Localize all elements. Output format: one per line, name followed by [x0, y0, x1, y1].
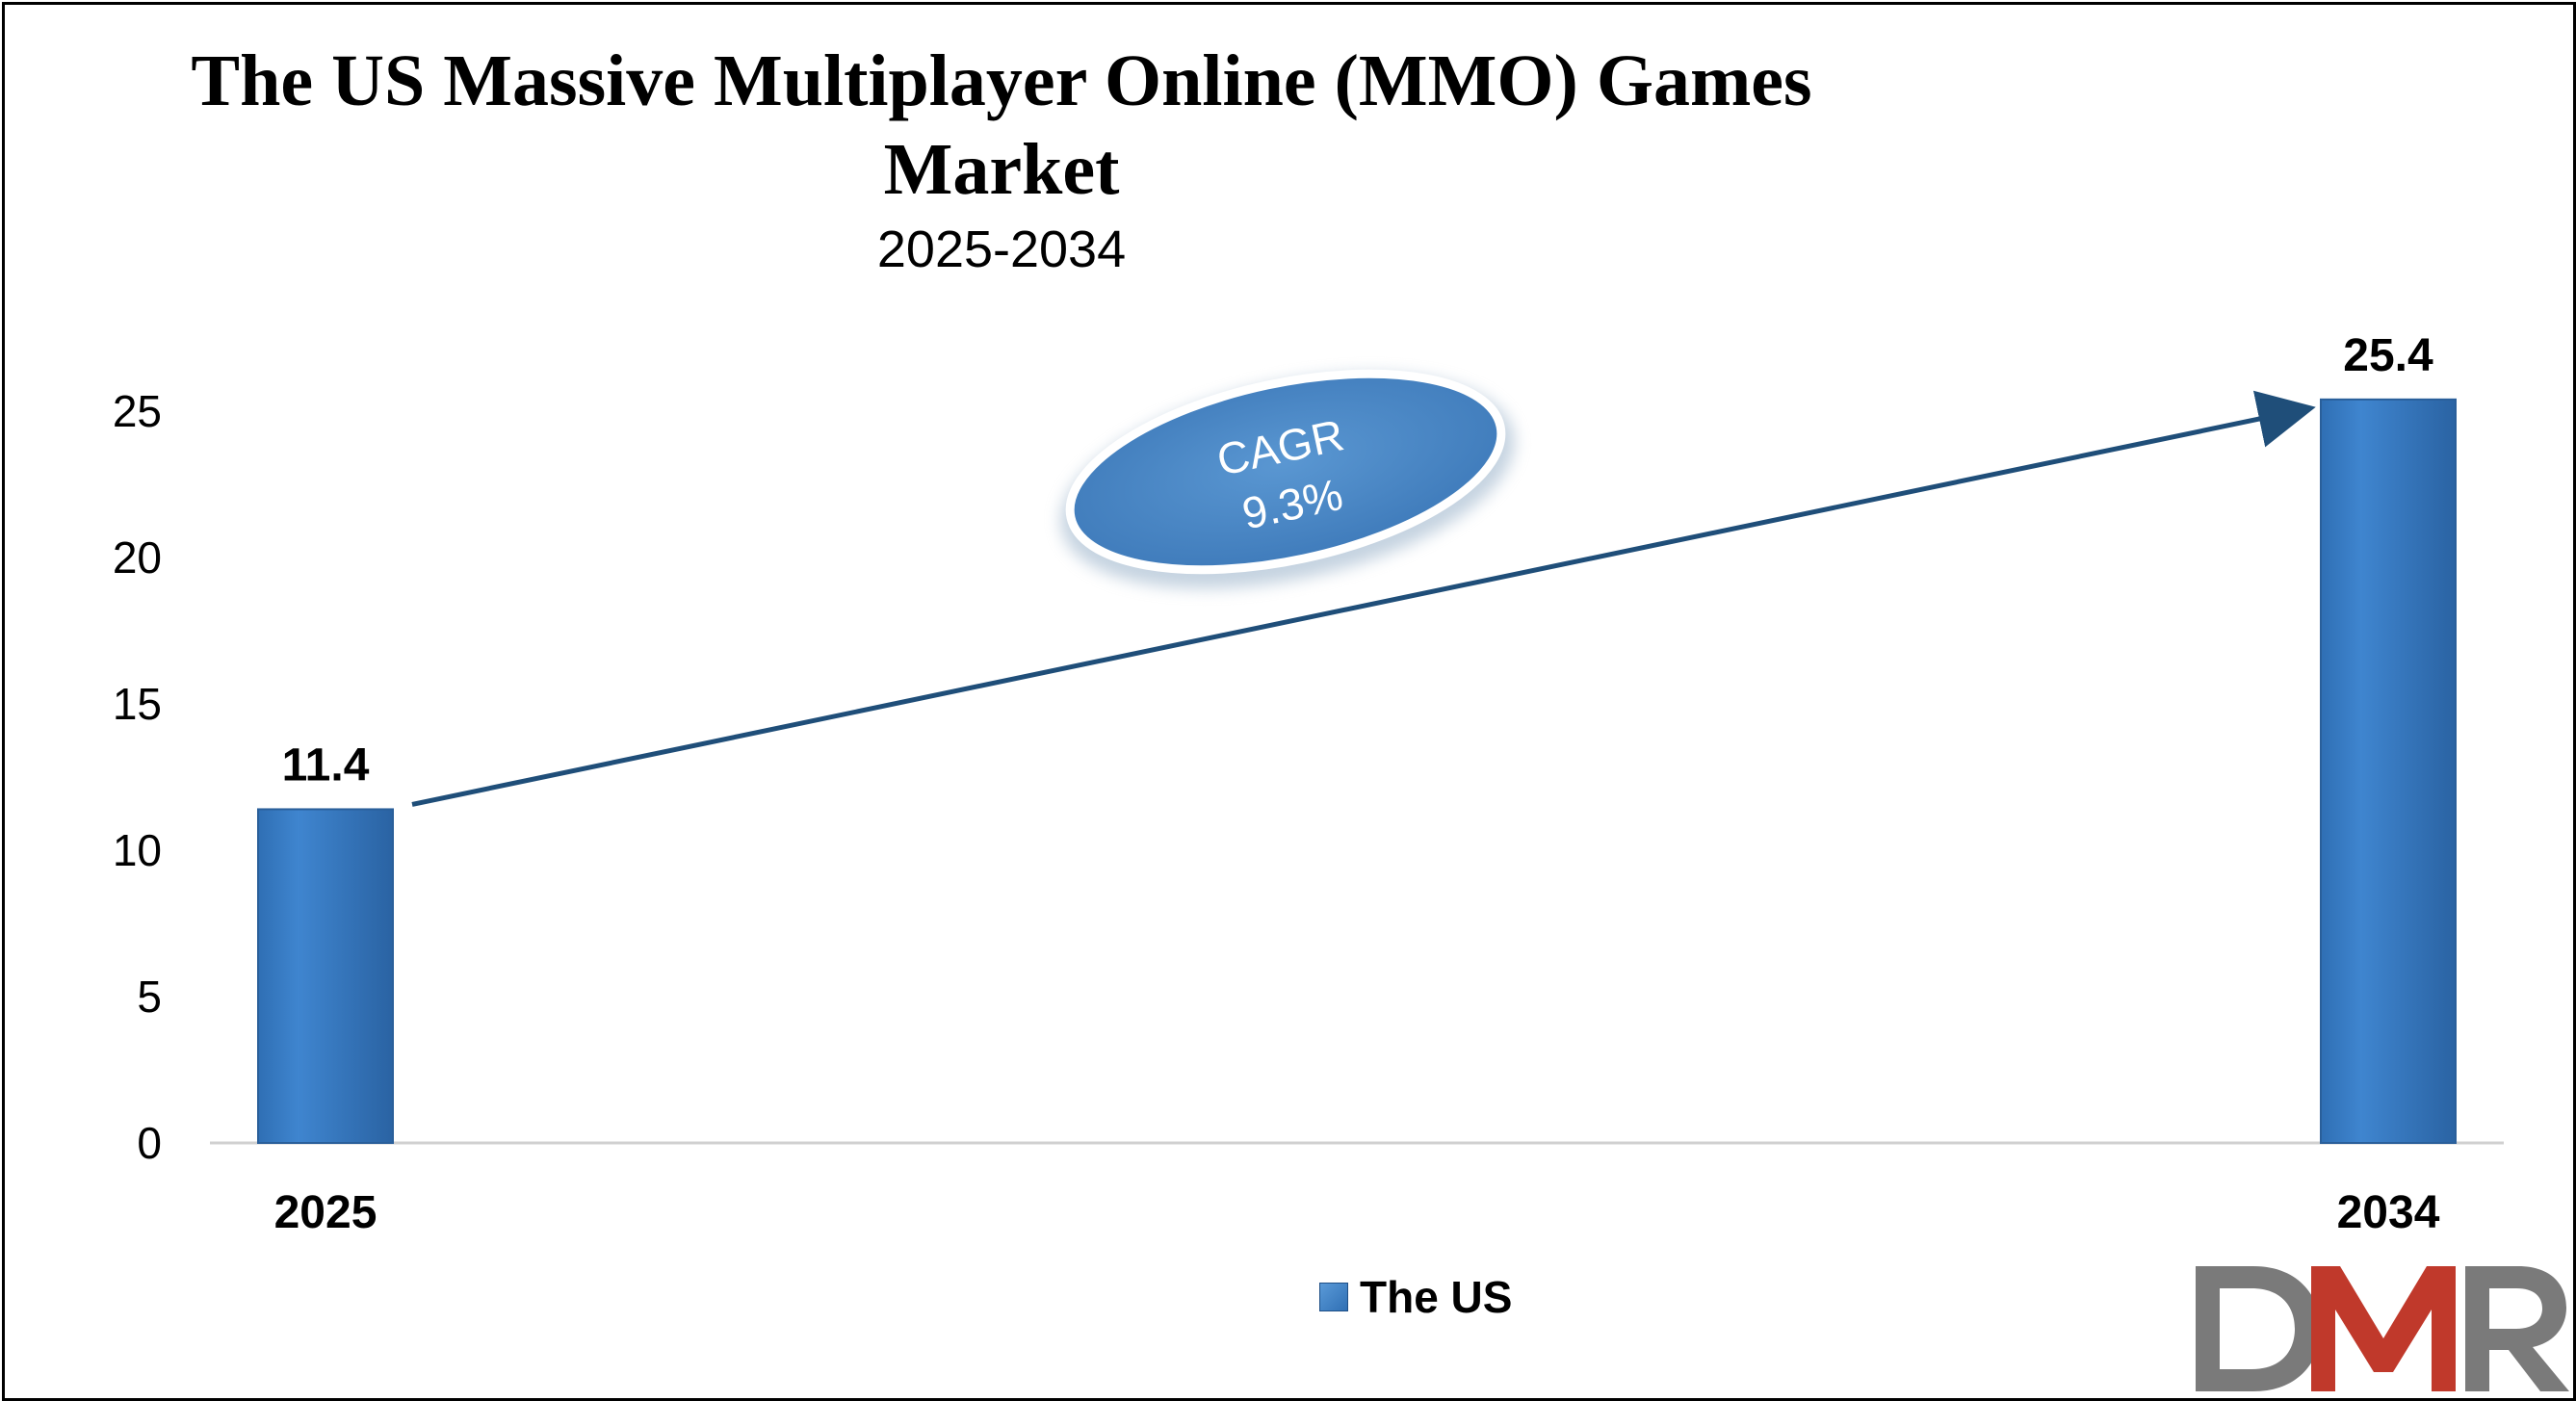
y-tick-label: 25: [113, 386, 162, 436]
logo-letter-r: [2465, 1266, 2569, 1391]
y-tick-label: 15: [113, 679, 162, 729]
cagr-arrow-group: [411, 390, 2316, 807]
dmr-logo: [2196, 1266, 2569, 1391]
logo-letter-d: [2196, 1266, 2321, 1391]
y-tick-label: 20: [113, 532, 162, 583]
bar-series: [257, 398, 2457, 1144]
x-tick-label: 2025: [274, 1187, 377, 1238]
cagr-ellipse: [1065, 369, 1506, 575]
legend-swatch: [1319, 1283, 1348, 1311]
bar-value-label: 11.4: [282, 739, 370, 791]
chart-title: The US Massive Multiplayer Online (MMO) …: [39, 37, 1965, 214]
cagr-arrow: [411, 390, 2316, 807]
chart-title-line-2: Market: [883, 129, 1120, 210]
dmr-logo-mark: [2196, 1266, 2569, 1391]
y-tick-label: 0: [137, 1118, 162, 1168]
y-tick-label: 5: [137, 972, 162, 1022]
logo-letter-m: [2311, 1266, 2456, 1391]
chart-title-line-1: The US Massive Multiplayer Online (MMO) …: [191, 40, 1812, 121]
data-labels: 11.4 25.4: [282, 330, 2433, 791]
x-tick-label: 2034: [2337, 1187, 2440, 1238]
chart-subtitle: 2025-2034: [876, 221, 1127, 278]
legend-label: The US: [1360, 1272, 1513, 1322]
y-tick-label: 10: [113, 825, 162, 875]
legend: The US: [1319, 1271, 1512, 1323]
bar: [2320, 398, 2457, 1144]
bar-value-label: 25.4: [2343, 330, 2433, 381]
bar: [257, 808, 394, 1144]
